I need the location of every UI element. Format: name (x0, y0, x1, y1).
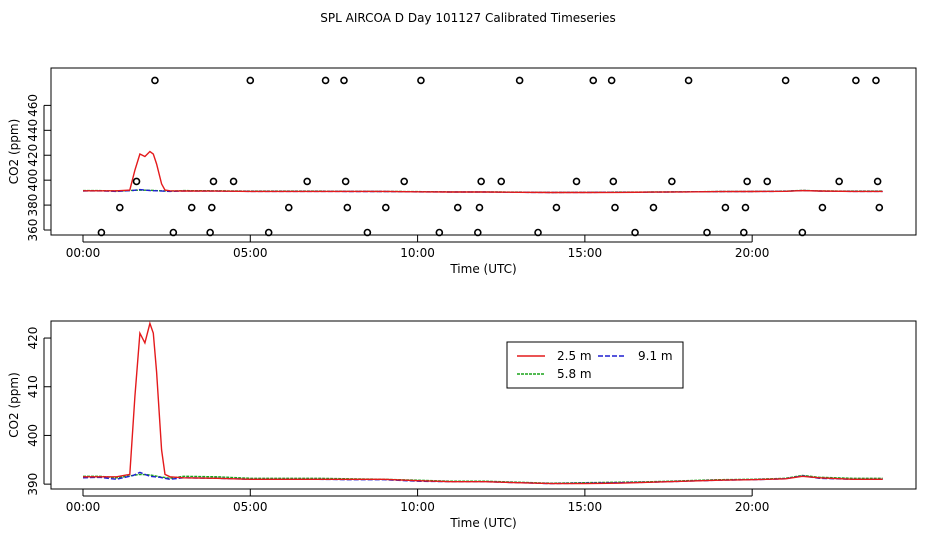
flag-point (611, 203, 619, 212)
flag-point (363, 228, 372, 237)
upper-panel: 00:00 05:00 10:00 15:00 20:00 Time (UTC) 360 38… (7, 67, 917, 276)
flag-point (341, 177, 350, 186)
flag-point (607, 76, 616, 85)
x-tick-label: 00:00 (66, 500, 101, 514)
series-line-2_5m (83, 150, 883, 194)
flag-point (741, 203, 750, 212)
flag-point (763, 177, 772, 186)
flag-point (875, 203, 884, 212)
x-axis-title: Time (UTC) (449, 262, 516, 276)
flag-point (381, 203, 390, 212)
flag-point (474, 228, 482, 237)
y-tick-label: 410 (26, 375, 40, 398)
x-tick-label: 05:00 (233, 500, 268, 514)
flag-point (497, 177, 506, 186)
flag-point (477, 177, 485, 186)
flag-point (151, 76, 159, 85)
x-tick-label: 15:00 (568, 500, 603, 514)
flag-point (818, 203, 827, 212)
legend-label: 9.1 m (638, 349, 673, 363)
flag-point (631, 228, 639, 237)
flag-point (475, 203, 484, 212)
flag-point (116, 203, 124, 212)
flag-point (453, 203, 462, 212)
flag-point (97, 228, 106, 237)
flag-point (589, 76, 598, 85)
flag-point (246, 76, 255, 85)
flag-point (208, 203, 216, 212)
flag-point (515, 76, 524, 85)
series-line-2_5m (83, 320, 883, 485)
flag-point (264, 228, 273, 237)
flag-point (872, 76, 880, 85)
flag-point (835, 177, 843, 186)
flag-point (284, 203, 293, 212)
flag-point (721, 203, 730, 212)
flag-point (668, 177, 676, 186)
legend-label: 2.5 m (557, 349, 592, 363)
lower-panel: 00:00 05:00 10:00 15:00 20:00 Time (UTC) 390 40… (7, 320, 917, 530)
flag-point (743, 177, 751, 186)
flag-point (343, 203, 352, 212)
legend-label: 5.8 m (557, 367, 592, 381)
flag-point (400, 177, 409, 186)
flag-point (852, 76, 860, 85)
x-tick-label: 20:00 (735, 246, 770, 260)
y-axis-title: CO2 (ppm) (7, 372, 21, 438)
flag-point (552, 203, 561, 212)
x-axis-title: Time (UTC) (449, 516, 516, 530)
flag-point (169, 228, 178, 237)
flag-point (340, 76, 348, 85)
flag-point (781, 76, 790, 85)
y-tick-label: 390 (26, 473, 40, 496)
flag-point (873, 177, 882, 186)
y-tick-label: 440 (26, 119, 40, 142)
flag-point (187, 203, 196, 212)
flag-point (417, 76, 425, 85)
x-tick-label: 15:00 (568, 246, 603, 260)
flag-point (798, 228, 807, 237)
flag-point (534, 228, 542, 237)
y-tick-label: 420 (26, 327, 40, 350)
flag-point (684, 76, 693, 85)
flag-point (609, 177, 618, 186)
flag-point (572, 177, 581, 186)
x-tick-label: 10:00 (400, 246, 435, 260)
y-tick-label: 420 (26, 144, 40, 167)
legend: 2.5 m 9.1 m 5.8 m (506, 341, 684, 389)
flag-point (435, 228, 444, 237)
x-tick-label: 00:00 (66, 246, 101, 260)
flag-point (229, 177, 238, 186)
flag-point (649, 203, 658, 212)
flag-point (303, 177, 311, 186)
plot-frame (50, 320, 917, 490)
y-tick-label: 400 (26, 169, 40, 192)
flag-point (132, 177, 141, 186)
flag-point (740, 228, 748, 237)
y-axis-title: CO2 (ppm) (7, 119, 21, 185)
y-tick-label: 460 (26, 94, 40, 117)
flag-point (209, 177, 218, 186)
y-tick-label: 360 (26, 219, 40, 242)
flag-point (703, 228, 711, 237)
figure-title: SPL AIRCOA D Day 101127 Calibrated Times… (320, 11, 615, 25)
y-tick-label: 380 (26, 194, 40, 217)
x-tick-label: 20:00 (735, 500, 770, 514)
flag-point (321, 76, 330, 85)
y-tick-label: 400 (26, 424, 40, 447)
legend-box (506, 341, 684, 389)
x-tick-label: 10:00 (400, 500, 435, 514)
x-tick-label: 05:00 (233, 246, 268, 260)
flag-point (206, 228, 214, 237)
plot-frame (50, 67, 917, 236)
